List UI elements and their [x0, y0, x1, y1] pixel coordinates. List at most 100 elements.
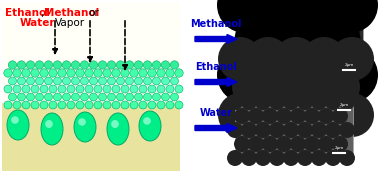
Circle shape: [311, 122, 327, 138]
Circle shape: [148, 69, 156, 77]
Circle shape: [36, 93, 43, 101]
Circle shape: [4, 85, 12, 93]
Circle shape: [148, 85, 156, 93]
Circle shape: [31, 85, 39, 93]
Circle shape: [175, 69, 183, 77]
Circle shape: [325, 94, 341, 110]
Circle shape: [112, 101, 120, 109]
Ellipse shape: [7, 110, 29, 140]
Circle shape: [166, 85, 174, 93]
Circle shape: [276, 108, 292, 124]
Circle shape: [89, 61, 98, 69]
Circle shape: [248, 108, 264, 124]
Ellipse shape: [11, 116, 19, 124]
Circle shape: [62, 77, 71, 85]
Circle shape: [90, 93, 98, 101]
Circle shape: [116, 77, 124, 85]
Text: Methanol: Methanol: [190, 19, 242, 29]
Circle shape: [170, 93, 178, 101]
Circle shape: [8, 93, 17, 101]
Circle shape: [94, 85, 102, 93]
Circle shape: [144, 77, 152, 85]
Circle shape: [157, 101, 165, 109]
Circle shape: [304, 108, 320, 124]
Circle shape: [22, 101, 30, 109]
Text: 2μm: 2μm: [339, 103, 349, 107]
Circle shape: [103, 101, 111, 109]
Circle shape: [234, 136, 250, 152]
Circle shape: [161, 77, 169, 85]
Circle shape: [332, 136, 348, 152]
Circle shape: [49, 101, 57, 109]
Circle shape: [135, 93, 143, 101]
Circle shape: [339, 122, 355, 138]
FancyBboxPatch shape: [235, 98, 353, 158]
Circle shape: [67, 101, 75, 109]
Circle shape: [287, 0, 343, 33]
Circle shape: [13, 85, 21, 93]
Circle shape: [287, 47, 343, 103]
Circle shape: [157, 85, 165, 93]
Circle shape: [116, 61, 125, 69]
Circle shape: [290, 136, 306, 152]
Circle shape: [8, 61, 17, 69]
Circle shape: [4, 69, 12, 77]
Circle shape: [85, 101, 93, 109]
FancyBboxPatch shape: [240, 49, 358, 115]
FancyBboxPatch shape: [2, 3, 180, 171]
Circle shape: [94, 69, 102, 77]
Circle shape: [98, 61, 107, 69]
Text: ,: ,: [40, 8, 43, 18]
FancyArrow shape: [195, 124, 237, 133]
Circle shape: [130, 101, 138, 109]
Circle shape: [217, 47, 273, 103]
Circle shape: [332, 108, 348, 124]
Circle shape: [17, 61, 26, 69]
Circle shape: [90, 77, 98, 85]
Circle shape: [175, 85, 183, 93]
Circle shape: [276, 136, 292, 152]
Circle shape: [107, 61, 116, 69]
Ellipse shape: [107, 113, 129, 145]
Circle shape: [85, 85, 93, 93]
Circle shape: [99, 77, 107, 85]
Text: Methanol: Methanol: [44, 8, 99, 18]
Circle shape: [262, 136, 278, 152]
Circle shape: [270, 12, 325, 68]
Circle shape: [99, 93, 107, 101]
Circle shape: [227, 94, 243, 110]
Circle shape: [121, 101, 129, 109]
Circle shape: [297, 94, 313, 110]
Ellipse shape: [111, 120, 119, 128]
Circle shape: [125, 77, 133, 85]
Circle shape: [234, 108, 250, 124]
Circle shape: [116, 93, 124, 101]
Circle shape: [269, 94, 285, 110]
Circle shape: [255, 94, 271, 110]
Circle shape: [4, 101, 12, 109]
Circle shape: [71, 93, 79, 101]
Ellipse shape: [45, 120, 53, 128]
Circle shape: [26, 61, 35, 69]
Circle shape: [107, 93, 116, 101]
Circle shape: [134, 61, 143, 69]
Circle shape: [269, 150, 285, 166]
Circle shape: [76, 69, 84, 77]
Circle shape: [241, 150, 257, 166]
Circle shape: [49, 69, 57, 77]
Circle shape: [175, 101, 183, 109]
Circle shape: [130, 69, 138, 77]
Circle shape: [227, 122, 243, 138]
Circle shape: [40, 101, 48, 109]
Circle shape: [218, 93, 262, 137]
Circle shape: [339, 94, 355, 110]
Circle shape: [45, 93, 53, 101]
Circle shape: [283, 122, 299, 138]
Circle shape: [17, 77, 25, 85]
Circle shape: [297, 150, 313, 166]
Circle shape: [58, 69, 66, 77]
Circle shape: [58, 85, 66, 93]
Circle shape: [302, 93, 346, 137]
Circle shape: [322, 47, 378, 103]
Circle shape: [339, 150, 355, 166]
